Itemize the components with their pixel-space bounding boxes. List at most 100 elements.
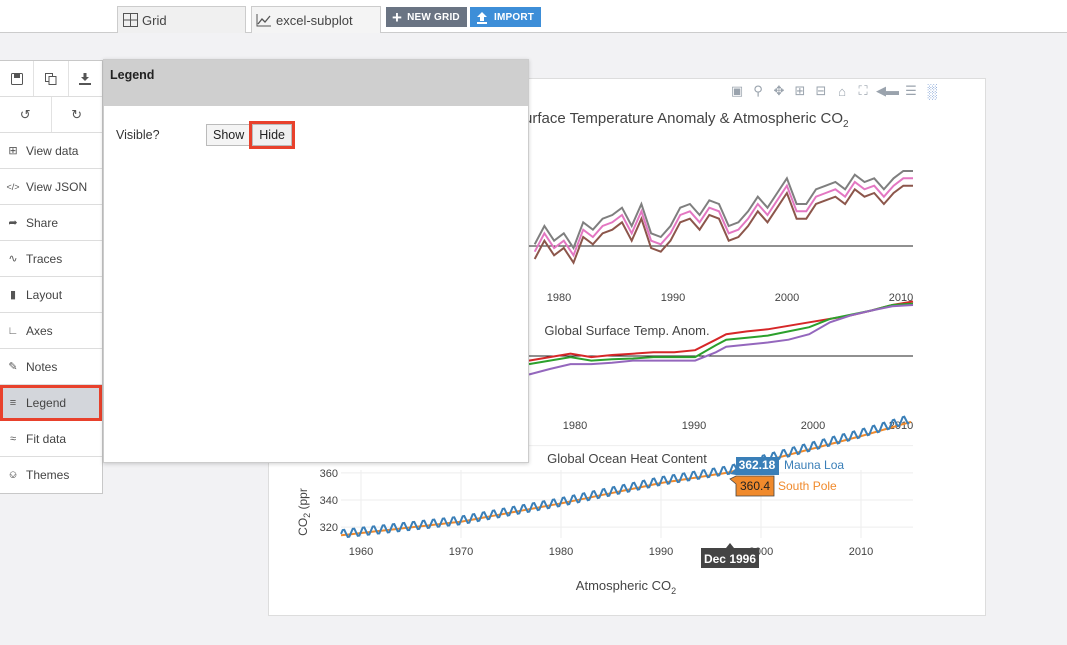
series-line-mauna-loa (340, 415, 910, 538)
legend-icon: ≡ (9, 396, 17, 409)
toolbar-history-row: ↺ ↻ (0, 97, 102, 133)
menu-legend[interactable]: ≡ Legend (0, 385, 102, 421)
hover-date: Dec 1996 (704, 552, 756, 566)
import-label: IMPORT (494, 11, 535, 23)
plot-modebar: ▣ ⚲ ✥ ⊞ ⊟ ⌂ ⛶ ◀▬ ☰ ░ (729, 82, 940, 100)
line-chart-icon (256, 13, 272, 27)
hover-label-south-pole: 360.4 South Pole (729, 475, 837, 497)
menu-view-data[interactable]: ⊞ View data (0, 133, 102, 169)
show-legend-button[interactable]: Show (206, 124, 252, 146)
menu-themes[interactable]: ⎉ Themes (0, 457, 102, 493)
hover-south-name: South Pole (778, 479, 837, 493)
tab-label: excel-subplot (276, 12, 353, 28)
x-tick-label: 2000 (775, 292, 799, 304)
x-tick-label: 1990 (661, 292, 685, 304)
menu-label: Notes (26, 359, 58, 374)
hover-mauna-name: Mauna Loa (784, 458, 844, 472)
autoscale-icon[interactable]: ⛶ (858, 83, 868, 98)
top-tab-bar: Grid excel-subplot + NEW GRID IMPORT (0, 0, 1067, 33)
pencil-icon: ✎ (8, 361, 18, 373)
visible-label: Visible? (116, 128, 160, 142)
import-button[interactable]: IMPORT (470, 7, 542, 27)
subplot2-title: Global Surface Temp. Anom. (544, 323, 709, 338)
subplot-3: Global Ocean Heat Content 1980 1990 2000 (547, 451, 707, 466)
zoom-out-icon[interactable]: ⊟ (815, 83, 827, 98)
undo-icon[interactable]: ↺ (0, 97, 52, 132)
menu-label: Legend (26, 395, 67, 410)
grid-icon (122, 13, 138, 27)
zoom-icon[interactable]: ⚲ (753, 83, 763, 98)
toolbar-icon-row (0, 61, 102, 97)
hide-legend-button[interactable]: Hide (249, 121, 295, 149)
menu-view-json[interactable]: </> View JSON (0, 169, 102, 205)
tab-label: Grid (142, 12, 167, 28)
series-line-2 (528, 304, 914, 376)
hover-compare-icon[interactable]: ☰ (905, 83, 917, 98)
menu-label: Themes (26, 468, 70, 482)
menu-label: Layout (26, 287, 63, 302)
legend-visible-row: Visible? Show Hide (116, 121, 295, 149)
left-toolbar: ↺ ↻ ⊞ View data </> View JSON ➦ Share ∿ Trac… (0, 60, 103, 494)
x-tick-label: 1960 (349, 546, 373, 558)
series-line-1 (533, 177, 913, 258)
menu-label: Axes (26, 323, 53, 338)
zoom-in-icon[interactable]: ⊞ (794, 83, 806, 98)
new-grid-button[interactable]: + NEW GRID (386, 7, 467, 27)
legend-panel-title: Legend (104, 60, 528, 106)
save-icon[interactable] (0, 61, 35, 96)
menu-traces[interactable]: ∿ Traces (0, 241, 102, 277)
traces-icon: ∿ (8, 253, 18, 265)
tab-excel-subplot[interactable]: excel-subplot (251, 6, 381, 33)
menu-label: View data (26, 143, 79, 158)
menu-label: Fit data (26, 431, 67, 446)
pan-icon[interactable]: ✥ (773, 83, 785, 98)
series-line-1 (528, 302, 914, 366)
legend-panel: Legend Visible? Show Hide (103, 59, 529, 463)
axes-icon: ∟ (7, 324, 19, 337)
subplot-co2: 1960 1970 1980 1990 2000 2010 320 340 360 CO2 (p… (296, 415, 913, 596)
menu-share[interactable]: ➦ Share (0, 205, 102, 241)
upload-icon (476, 11, 488, 24)
x-tick-label: 1980 (549, 546, 573, 558)
new-grid-label: NEW GRID (407, 11, 460, 23)
menu-label: View JSON (26, 179, 88, 194)
menu-layout[interactable]: ▮ Layout (0, 277, 102, 313)
y-tick-label: 340 (320, 495, 338, 507)
menu-fit-data[interactable]: ≈ Fit data (0, 421, 102, 457)
chart-title: urface Temperature Anomaly & Atmospheric… (524, 110, 849, 130)
legend-visible-toggle: Show Hide (206, 121, 295, 149)
camera-icon[interactable]: ▣ (730, 83, 744, 98)
hover-mauna-value: 362.18 (739, 458, 776, 472)
plotly-logo-icon[interactable]: ░ (927, 83, 937, 99)
y-tick-label: 320 (320, 522, 338, 534)
series-line-0 (533, 170, 913, 251)
subplot-2: Global Surface Temp. Anom. 1980 1990 2000 2… (525, 300, 914, 432)
x-tick-label: 2000 (801, 420, 825, 432)
x-tick-label: 2010 (849, 546, 873, 558)
download-icon[interactable] (69, 61, 102, 96)
x-tick-label: 1970 (449, 546, 473, 558)
series-line-2 (533, 184, 913, 265)
x-tick-label: 1980 (563, 420, 587, 432)
code-icon: </> (6, 181, 20, 192)
redo-icon[interactable]: ↻ (71, 106, 83, 122)
subplot-1: 1980 1990 2000 2010 (525, 170, 913, 304)
y-tick-label: 360 (320, 468, 338, 480)
layout-icon: ▮ (9, 289, 17, 301)
share-icon: ➦ (8, 217, 18, 229)
home-icon[interactable]: ⌂ (838, 83, 846, 99)
menu-label: Share (26, 215, 59, 230)
brush-icon: ⎉ (8, 468, 18, 481)
copy-icon[interactable] (34, 61, 69, 96)
hover-closest-icon[interactable]: ◀▬ (876, 83, 899, 98)
x-axis-title: Atmospheric CO2 (576, 578, 676, 596)
tab-grid[interactable]: Grid (117, 6, 246, 33)
menu-axes[interactable]: ∟ Axes (0, 313, 102, 349)
x-tick-label: 2010 (889, 292, 913, 304)
x-tick-label: 1990 (682, 420, 706, 432)
plus-icon: + (392, 7, 403, 27)
y-axis-title: CO2 (ppr (296, 488, 312, 536)
menu-label: Traces (26, 251, 63, 266)
menu-notes[interactable]: ✎ Notes (0, 349, 102, 385)
